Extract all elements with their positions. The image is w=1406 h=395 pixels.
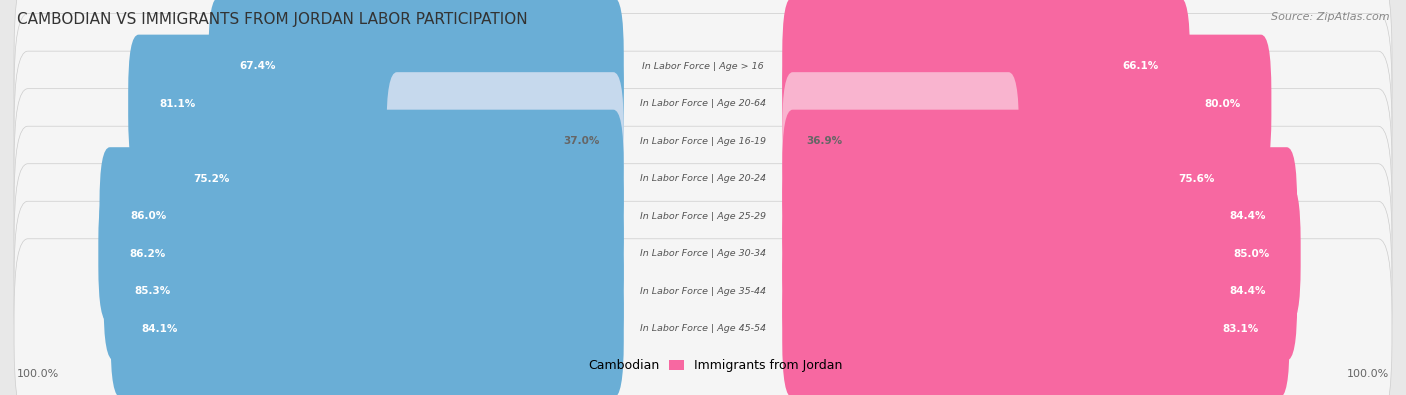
Text: In Labor Force | Age 45-54: In Labor Force | Age 45-54 — [640, 324, 766, 333]
Text: In Labor Force | Age 30-34: In Labor Force | Age 30-34 — [640, 249, 766, 258]
Text: 36.9%: 36.9% — [807, 136, 842, 146]
FancyBboxPatch shape — [782, 110, 1246, 248]
Text: 86.2%: 86.2% — [129, 249, 166, 259]
Text: In Labor Force | Age > 16: In Labor Force | Age > 16 — [643, 62, 763, 71]
Text: 37.0%: 37.0% — [564, 136, 599, 146]
FancyBboxPatch shape — [782, 260, 1289, 395]
Text: Source: ZipAtlas.com: Source: ZipAtlas.com — [1271, 12, 1389, 22]
FancyBboxPatch shape — [14, 51, 1392, 231]
FancyBboxPatch shape — [98, 185, 624, 323]
Legend: Cambodian, Immigrants from Jordan: Cambodian, Immigrants from Jordan — [558, 354, 848, 377]
FancyBboxPatch shape — [14, 0, 1392, 156]
FancyBboxPatch shape — [208, 0, 624, 135]
Text: 85.3%: 85.3% — [135, 286, 172, 296]
Text: 75.6%: 75.6% — [1178, 174, 1215, 184]
Text: 100.0%: 100.0% — [17, 369, 59, 379]
Text: 67.4%: 67.4% — [239, 61, 276, 71]
FancyBboxPatch shape — [100, 147, 624, 285]
FancyBboxPatch shape — [14, 126, 1392, 307]
Text: 81.1%: 81.1% — [159, 99, 195, 109]
FancyBboxPatch shape — [14, 201, 1392, 382]
FancyBboxPatch shape — [782, 72, 1019, 210]
Text: In Labor Force | Age 20-24: In Labor Force | Age 20-24 — [640, 174, 766, 183]
Text: 86.0%: 86.0% — [131, 211, 167, 221]
Text: In Labor Force | Age 20-64: In Labor Force | Age 20-64 — [640, 99, 766, 108]
Text: 85.0%: 85.0% — [1233, 249, 1270, 259]
Text: 84.1%: 84.1% — [142, 324, 179, 334]
Text: In Labor Force | Age 35-44: In Labor Force | Age 35-44 — [640, 287, 766, 296]
Text: In Labor Force | Age 16-19: In Labor Force | Age 16-19 — [640, 137, 766, 146]
FancyBboxPatch shape — [782, 147, 1298, 285]
FancyBboxPatch shape — [111, 260, 624, 395]
Text: In Labor Force | Age 25-29: In Labor Force | Age 25-29 — [640, 212, 766, 221]
Text: CAMBODIAN VS IMMIGRANTS FROM JORDAN LABOR PARTICIPATION: CAMBODIAN VS IMMIGRANTS FROM JORDAN LABO… — [17, 12, 527, 27]
Text: 100.0%: 100.0% — [1347, 369, 1389, 379]
FancyBboxPatch shape — [163, 110, 624, 248]
FancyBboxPatch shape — [782, 222, 1298, 360]
Text: 66.1%: 66.1% — [1123, 61, 1159, 71]
Text: 84.4%: 84.4% — [1230, 211, 1267, 221]
FancyBboxPatch shape — [14, 13, 1392, 194]
FancyBboxPatch shape — [14, 88, 1392, 269]
Text: 75.2%: 75.2% — [194, 174, 231, 184]
FancyBboxPatch shape — [782, 35, 1271, 173]
FancyBboxPatch shape — [104, 222, 624, 360]
FancyBboxPatch shape — [387, 72, 624, 210]
FancyBboxPatch shape — [782, 0, 1189, 135]
FancyBboxPatch shape — [128, 35, 624, 173]
Text: 84.4%: 84.4% — [1230, 286, 1267, 296]
Text: 83.1%: 83.1% — [1222, 324, 1258, 334]
FancyBboxPatch shape — [14, 239, 1392, 395]
FancyBboxPatch shape — [14, 164, 1392, 344]
Text: 80.0%: 80.0% — [1204, 99, 1240, 109]
FancyBboxPatch shape — [782, 185, 1301, 323]
